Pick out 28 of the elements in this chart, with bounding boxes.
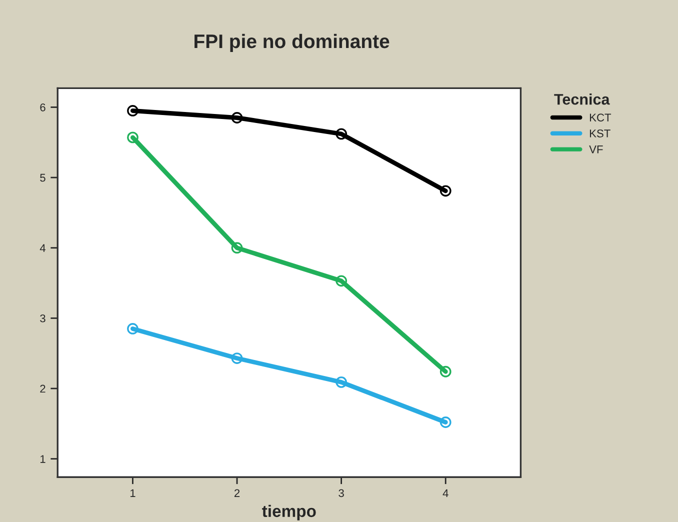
point bbox=[231, 112, 243, 124]
point bbox=[336, 128, 348, 140]
point bbox=[127, 323, 138, 334]
x-axis-title: tiempo bbox=[262, 504, 316, 520]
legend-label: KCT bbox=[590, 114, 612, 122]
point bbox=[127, 132, 138, 144]
point bbox=[440, 366, 452, 378]
chart-title: FPI pie no dominante bbox=[194, 34, 390, 52]
point bbox=[231, 352, 243, 364]
y-tick-label: 4 bbox=[40, 244, 46, 252]
x-tick-label: 4 bbox=[442, 489, 448, 497]
legend-title: Tecnica bbox=[554, 94, 610, 105]
y-tick-label: 5 bbox=[40, 174, 46, 182]
point bbox=[231, 242, 243, 254]
y-tick-label: 3 bbox=[40, 314, 46, 322]
point bbox=[127, 105, 138, 116]
point bbox=[336, 376, 348, 388]
x-tick-label: 1 bbox=[130, 489, 136, 497]
y-tick-label: 6 bbox=[40, 103, 46, 112]
point bbox=[440, 185, 452, 197]
point bbox=[440, 416, 452, 428]
y-tick-label: 2 bbox=[40, 384, 46, 393]
legend-label: VF bbox=[589, 146, 603, 154]
y-tick-label: 1 bbox=[40, 455, 46, 463]
x-tick-label: 2 bbox=[234, 489, 240, 497]
point bbox=[336, 275, 348, 287]
legend-label: KST bbox=[590, 130, 610, 138]
x-tick-label: 3 bbox=[338, 489, 344, 498]
